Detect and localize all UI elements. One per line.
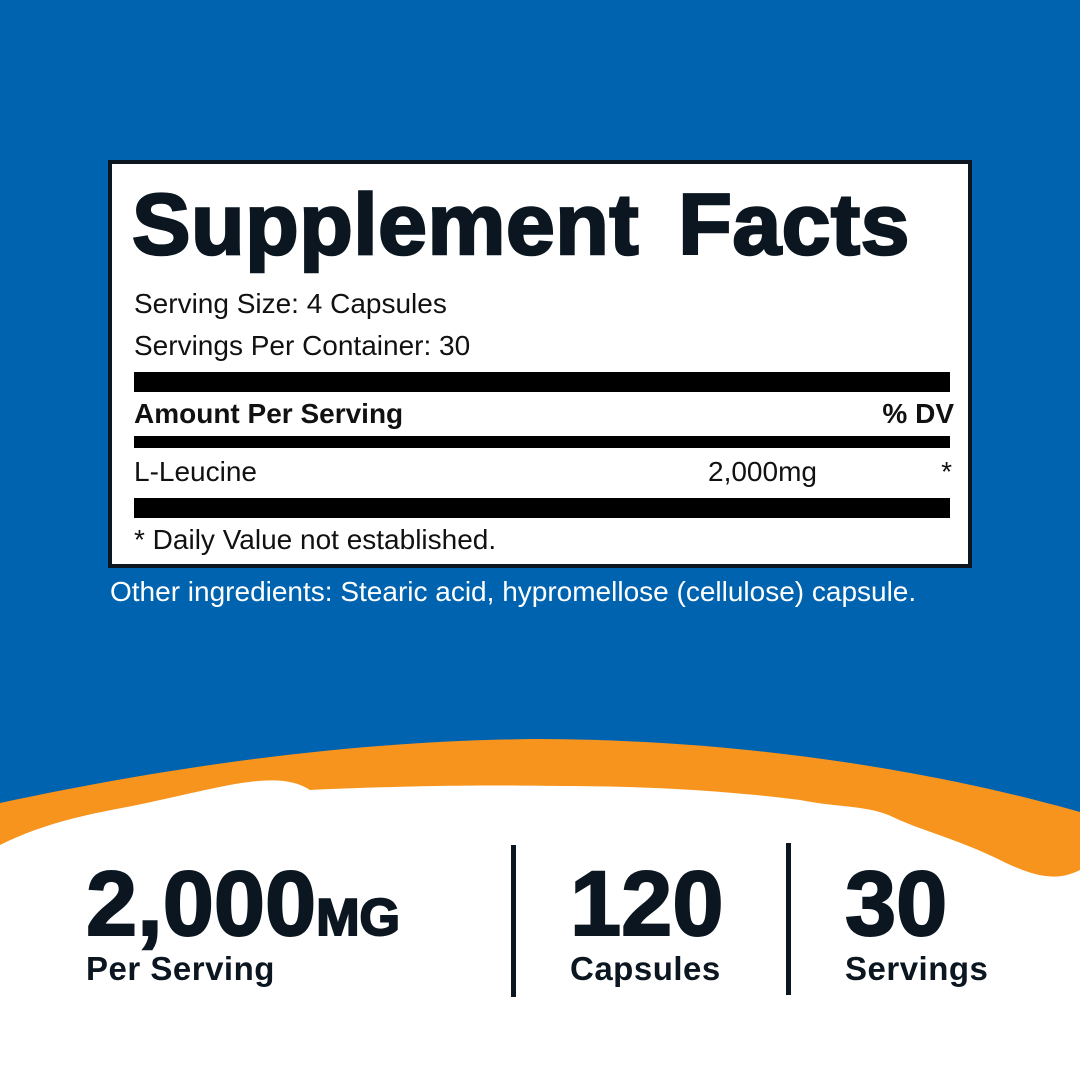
stat-capsules: 120 Capsules	[569, 853, 724, 988]
ingredient-dv: *	[941, 456, 952, 487]
stat-per-serving: 2,000MG Per Serving	[85, 857, 401, 988]
stat-divider	[786, 843, 791, 995]
stat-servings: 30 Servings	[844, 853, 989, 988]
stat-divider	[511, 845, 516, 997]
stat-unit: MG	[315, 889, 401, 947]
serving-size: Serving Size: 4 Capsules	[134, 288, 447, 319]
ingredient-name: L-Leucine	[134, 456, 257, 487]
facts-title: Supplement Facts	[131, 176, 911, 275]
amount-per-serving-header: Amount Per Serving	[134, 398, 404, 429]
medium-divider	[134, 436, 950, 448]
dv-header: % DV	[882, 398, 954, 429]
white-area	[0, 780, 1080, 1080]
stat-label: Per Serving	[86, 950, 275, 987]
servings-per-container: Servings Per Container: 30	[134, 330, 471, 361]
stat-value: 120	[569, 853, 724, 955]
stat-value: 2,000	[85, 853, 317, 955]
stat-value: 30	[844, 853, 948, 955]
other-ingredients: Other ingredients: Stearic acid, hyprome…	[110, 576, 917, 607]
stat-label: Servings	[845, 950, 989, 987]
thick-divider	[134, 498, 950, 518]
footnote: * Daily Value not established.	[134, 524, 497, 555]
stat-label: Capsules	[570, 950, 721, 987]
thick-divider	[134, 372, 950, 392]
supplement-facts-panel: Supplement Facts Serving Size: 4 Capsule…	[108, 160, 972, 568]
ingredient-amount: 2,000mg	[708, 456, 817, 487]
